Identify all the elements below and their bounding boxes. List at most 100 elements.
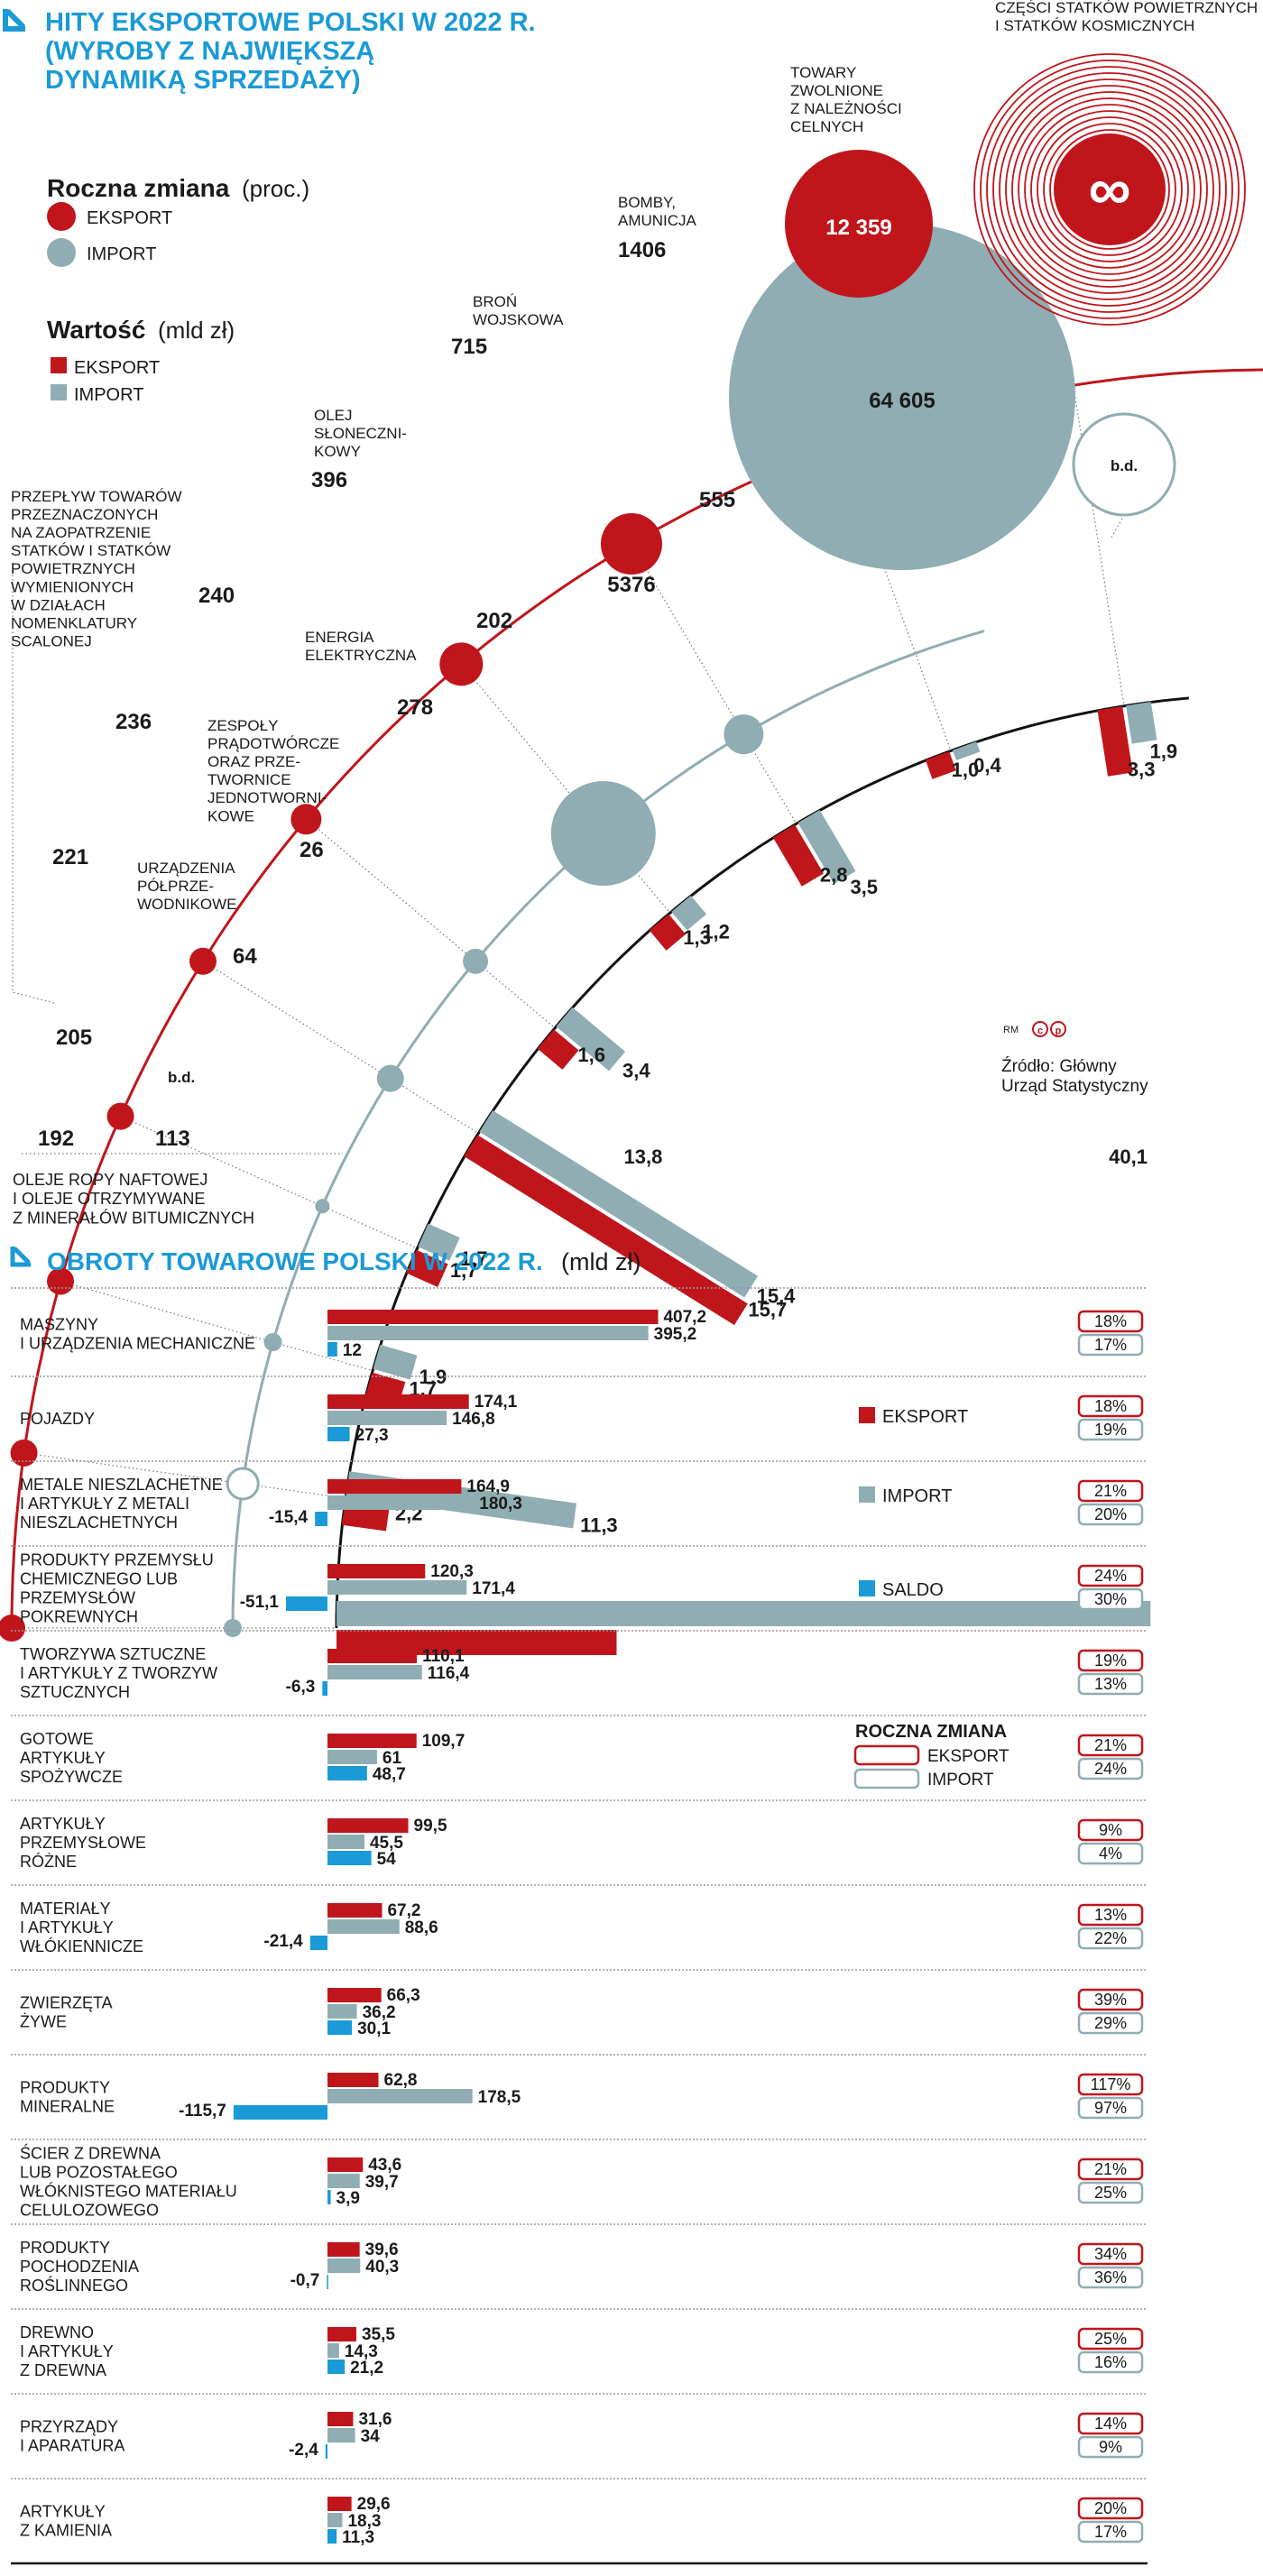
saldo-bar-label: 3,9 — [336, 2189, 360, 2208]
import-change-arc — [231, 630, 985, 1629]
export-change-node — [785, 150, 933, 298]
legend-export-text: EKSPORT — [882, 1407, 968, 1427]
export-change-value: 21% — [1094, 2160, 1127, 2178]
export-value-label: 13,8 — [624, 1145, 663, 1168]
import-change-value: 29% — [1094, 2014, 1127, 2032]
legend-change-export-text: EKSPORT — [927, 1747, 1009, 1766]
import-value-label: 3,4 — [622, 1060, 650, 1082]
infinity-ring — [999, 78, 1221, 300]
export-change-value: 19% — [1094, 1651, 1127, 1670]
import-bar-label: 395,2 — [654, 1325, 697, 1344]
infinity-ring — [973, 53, 1246, 326]
row-label: DREWNO I ARTYKUŁY Z DREWNA — [20, 2323, 114, 2379]
export-change-node — [106, 1102, 134, 1130]
saldo-bar — [327, 1766, 367, 1780]
saldo-bar — [327, 2020, 353, 2035]
row-label: PRODUKTY PRZEMYSŁU CHEMICZNEGO LUB PRZEMYS… — [20, 1551, 214, 1626]
export-bar-label: 35,5 — [362, 2325, 395, 2344]
row-label: MATERIAŁY I ARTYKUŁY WŁÓKIENNICZE — [20, 1900, 143, 1955]
import-change-value: 17% — [1094, 2523, 1127, 2541]
import-change-box — [1077, 2266, 1144, 2289]
export-change-value: 9% — [1099, 1821, 1122, 1839]
export-bar-label: 43,6 — [368, 2156, 401, 2175]
import-change-value: 36% — [1094, 2268, 1127, 2286]
import-bar — [327, 1326, 649, 1340]
import-change-box — [1077, 2096, 1144, 2120]
export-bar — [327, 2412, 354, 2426]
leader-line — [460, 663, 671, 914]
row-label: METALE NIESZLACHETNE I ARTYKUŁY Z METALI N… — [20, 1476, 223, 1532]
legend-change-import-box — [853, 1768, 920, 1789]
import-value-bar — [556, 1007, 626, 1072]
import-change-label: 555 — [699, 488, 735, 512]
legend-import-text: IMPORT — [882, 1486, 952, 1506]
category-name: ZESPOŁY PRĄDOTWÓRCZE ORAZ PRZE-TWORNICE JED… — [207, 717, 339, 824]
export-change-box — [1077, 2497, 1144, 2520]
import-bar-label: 39,7 — [365, 2173, 399, 2192]
saldo-bar — [327, 1342, 337, 1357]
export-bar-label: 39,6 — [365, 2240, 399, 2259]
leader-line — [120, 1116, 418, 1249]
top-title-line2: (WYROBY Z NAJWIĘKSZĄ — [45, 37, 374, 66]
bottom-chart: OBROTY TOWAROWE POLSKI W 2022 R. (mld zł)… — [10, 1247, 1148, 2565]
export-change-node — [600, 513, 662, 575]
import-value-bar — [373, 1344, 418, 1380]
import-value-bar — [336, 1601, 1151, 1626]
source-line2: Urząd Statystyczny — [1001, 1077, 1148, 1096]
saldo-bar — [327, 1427, 350, 1441]
export-value-bar — [649, 914, 686, 951]
export-change-box — [1077, 1818, 1144, 1842]
export-change-node — [439, 642, 484, 686]
legend-export-circle — [47, 202, 76, 231]
import-change-box — [1077, 1587, 1144, 1611]
legend-value-export-label: EKSPORT — [74, 358, 160, 378]
saldo-bar — [327, 2275, 328, 2289]
export-change-value: 25% — [1094, 2330, 1127, 2348]
bottom-title-arrow-icon — [10, 1247, 31, 1267]
category-name: URZĄDZENIA PÓŁPRZE-WODNIKOWE — [137, 860, 237, 913]
import-change-label: b.d. — [168, 1069, 195, 1086]
import-value-bar — [671, 895, 707, 931]
import-change-box — [1077, 2351, 1144, 2374]
export-bar — [327, 1479, 462, 1494]
import-change-box — [1077, 2181, 1144, 2204]
svg-text:p: p — [1056, 1026, 1062, 1036]
export-change-node — [0, 1615, 25, 1642]
import-change-label: 5376 — [607, 573, 655, 597]
saldo-bar — [286, 1596, 327, 1611]
import-bar — [327, 1919, 400, 1934]
saldo-bar — [327, 1851, 372, 1865]
import-change-value: 30% — [1094, 1590, 1127, 1608]
import-change-node-nodata — [226, 1467, 260, 1501]
import-bar-label: 40,3 — [365, 2258, 399, 2277]
saldo-bar — [325, 2444, 327, 2459]
import-bar — [327, 2513, 343, 2527]
export-bar-label: 66,3 — [387, 1986, 420, 2005]
import-change-value: 9% — [1099, 2438, 1122, 2456]
import-bar — [327, 1750, 377, 1764]
import-change-node — [463, 948, 489, 974]
import-change-box — [1077, 2011, 1144, 2035]
saldo-bar-label: 27,3 — [355, 1426, 389, 1445]
export-change-label: 192 — [38, 1127, 74, 1151]
top-title-line3: DYNAMIKĄ SPRZEDAŻY) — [45, 66, 361, 95]
saldo-bar-label: 21,2 — [350, 2359, 383, 2378]
export-bar-label: 67,2 — [387, 1901, 420, 1920]
legend-value-import-label: IMPORT — [74, 385, 143, 405]
export-bar-label: 29,6 — [357, 2495, 391, 2514]
legend-change-title: ROCZNA ZMIANA — [855, 1722, 1007, 1742]
export-bar-label: 99,5 — [414, 1817, 447, 1835]
export-bar — [327, 1903, 383, 1918]
import-change-node — [224, 1619, 242, 1637]
import-change-node — [263, 1333, 282, 1352]
export-change-box — [1077, 2327, 1144, 2351]
import-bar — [327, 1495, 475, 1510]
legend-import-circle — [47, 238, 76, 267]
svg-text:c: c — [1037, 1026, 1043, 1036]
row-label: MASZYNY I URZĄDZENIA MECHANICZNE — [20, 1316, 255, 1353]
import-change-label: 26 — [300, 838, 324, 862]
export-bar-label: 164,9 — [466, 1477, 510, 1496]
legend-value-unit: (mld zł) — [158, 317, 235, 344]
infinity-icon: ∞ — [1088, 155, 1130, 222]
